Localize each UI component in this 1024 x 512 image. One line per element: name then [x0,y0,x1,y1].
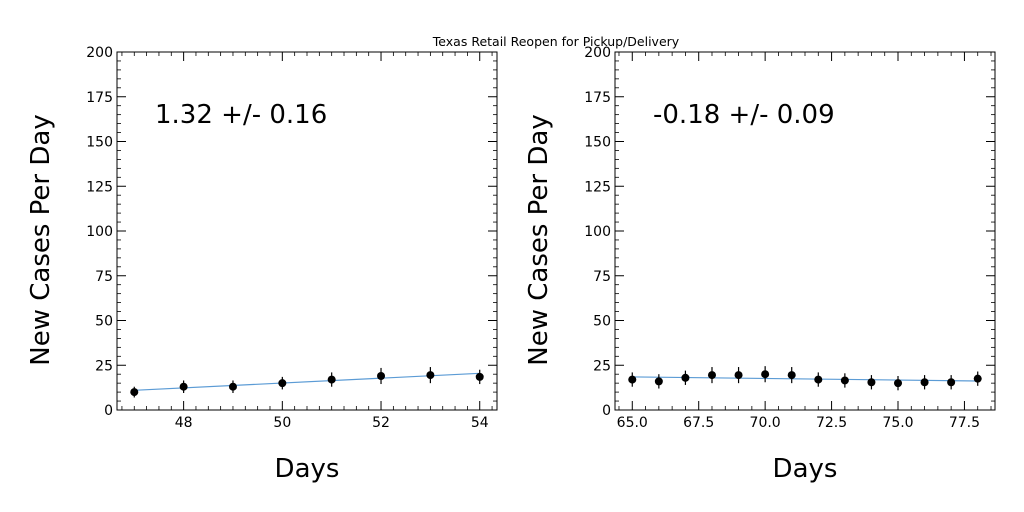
y-tick-label: 75 [95,269,113,285]
data-point [894,379,903,388]
data-point [973,374,982,383]
data-point [628,375,637,384]
figure-title: Texas Retail Reopen for Pickup/Delivery [432,34,680,49]
x-tick-label: 77.5 [949,415,980,431]
data-point [377,371,386,380]
fit-line [134,372,480,391]
data-point [707,371,716,380]
data-point [814,375,823,384]
x-tick-label: 70.0 [750,415,781,431]
y-tick-label: 50 [593,314,611,330]
y-axis-label: New Cases Per Day [524,114,554,365]
y-tick-label: 125 [584,179,611,195]
plot-panel-right: 0 25 50 75 100 125 150 175 200 65.0 67.5 70.0 72.5 75… [524,45,996,484]
data-point [228,382,237,391]
y-tick-label: 0 [104,403,113,419]
x-axis-label: Days [773,454,838,484]
y-tick-label: 150 [86,135,113,151]
plot-panel-left: 0 25 50 75 100 125 150 175 200 48 50 52 54 1.32 +/- 0… [26,45,498,484]
y-tick-label: 50 [95,314,113,330]
fit-slope-annotation: 1.32 +/- 0.16 [155,100,327,130]
y-tick-label: 25 [593,358,611,374]
data-point [278,379,287,388]
data-point [327,375,336,384]
y-tick-label: 200 [584,45,611,61]
y-tick-label: 175 [584,90,611,106]
y-tick-label: 100 [86,224,113,240]
x-tick-label: 54 [471,415,489,431]
data-point [761,370,770,379]
y-tick-label: 125 [86,179,113,195]
data-point [840,376,849,385]
y-tick-label: 175 [86,90,113,106]
data-point [681,373,690,382]
x-tick-label: 67.5 [683,415,714,431]
data-point [426,371,435,380]
data-point [734,371,743,380]
y-tick-label: 100 [584,224,611,240]
y-tick-label: 200 [86,45,113,61]
fit-slope-annotation: -0.18 +/- 0.09 [653,100,835,130]
x-tick-label: 75.0 [882,415,913,431]
data-point [947,378,956,387]
data-point [787,371,796,380]
y-tick-label: 75 [593,269,611,285]
fit-line [632,376,978,382]
x-tick-label: 52 [372,415,390,431]
data-point [654,377,663,386]
x-tick-label: 65.0 [617,415,648,431]
x-axis-label: Days [275,454,340,484]
y-tick-label: 25 [95,358,113,374]
y-axis-label: New Cases Per Day [26,114,56,365]
data-point [130,388,139,397]
data-point [867,378,876,387]
data-point [475,372,484,381]
data-point [179,382,188,391]
x-tick-label: 48 [175,415,193,431]
x-tick-label: 72.5 [816,415,847,431]
y-tick-label: 150 [584,135,611,151]
y-tick-label: 0 [602,403,611,419]
x-tick-label: 50 [273,415,291,431]
data-point [920,378,929,387]
